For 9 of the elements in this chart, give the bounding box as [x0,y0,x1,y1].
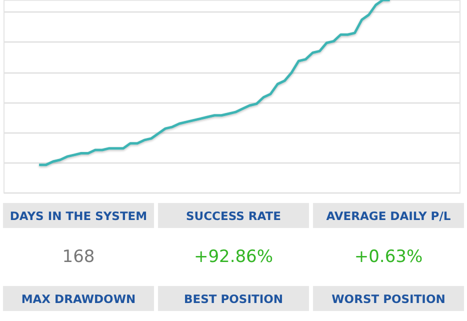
text: BEST POSITION [158,286,309,311]
text: MAX DRAWDOWN [3,286,154,311]
text: +92.86% [192,246,274,269]
text: SUCCESS RATE [158,203,309,228]
text: AVERAGE DAILY P/L [313,203,464,228]
text: 168 [61,246,96,269]
text: DAYS IN THE SYSTEM [3,203,154,228]
text: +0.63% [353,246,424,269]
text: WORST POSITION [313,286,464,311]
